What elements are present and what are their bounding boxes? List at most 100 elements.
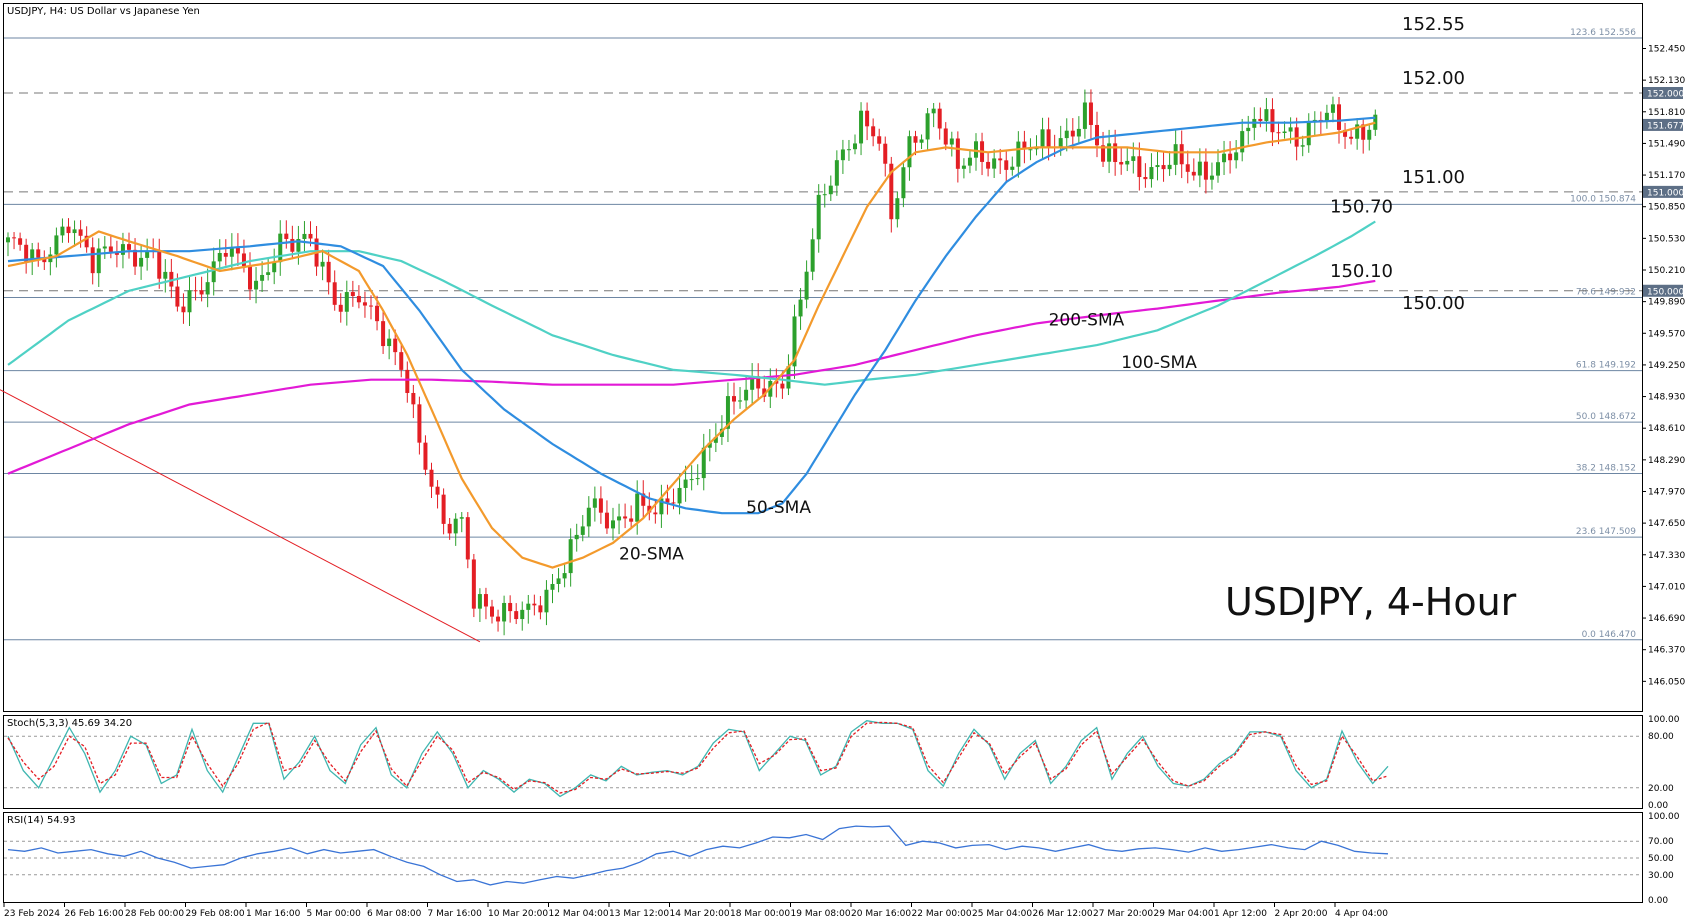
candle-bear: [1191, 171, 1196, 176]
candle-bear: [1337, 104, 1341, 130]
candle-bear: [1258, 118, 1263, 121]
price-tick-label: 147.330: [1648, 551, 1685, 561]
time-axis: 23 Feb 2024 26 Feb 16:00 28 Feb 00:00 29 Fe…: [3, 903, 1388, 919]
candle-bear: [326, 261, 331, 283]
price-tick-label: 149.890: [1648, 298, 1685, 308]
candle-bear: [641, 493, 646, 506]
candle-bear: [199, 290, 204, 295]
rsi-line: [7, 825, 1389, 886]
candle-bull: [254, 280, 259, 290]
candle-bull: [804, 271, 809, 300]
fib-level-label: 38.2 148.152: [1576, 463, 1636, 473]
candle-bull: [1306, 122, 1311, 146]
level-annotation: 150.10: [1330, 261, 1393, 282]
candle-bull: [707, 442, 712, 448]
candle-bear: [471, 559, 476, 609]
candle-bull: [296, 238, 301, 252]
candle-bear: [1343, 129, 1348, 137]
fib-level-label: 0.0 146.470: [1582, 630, 1637, 640]
time-tick-label: 23 Feb 2024: [4, 909, 60, 919]
time-tick-label: 4 Apr 04:00: [1335, 909, 1388, 919]
rsi-tick-label: 0.00: [1648, 896, 1668, 906]
candle-bear: [369, 305, 373, 307]
candle-bear: [483, 594, 488, 607]
candle-bull: [738, 400, 743, 402]
candle-bull: [635, 493, 640, 522]
candle-bull: [1076, 128, 1081, 137]
candle-bull: [1209, 175, 1214, 180]
candle-bear: [24, 244, 29, 262]
candle-bull: [526, 603, 531, 610]
candle-bull: [580, 526, 585, 535]
candle-bull: [211, 261, 216, 283]
candle-bull: [974, 141, 978, 158]
price-box: [1643, 118, 1683, 131]
candle-bear: [193, 290, 198, 292]
time-tick-label: 10 Mar 20:00: [488, 909, 548, 919]
candle-bull: [272, 262, 277, 273]
candle-bear: [36, 249, 41, 258]
time-tick-label: 7 Mar 16:00: [428, 909, 483, 919]
candle-bear: [1349, 136, 1354, 139]
candle-bull: [1373, 114, 1378, 130]
candle-bull: [810, 239, 815, 272]
candle-bull: [1125, 160, 1130, 165]
candle-bull: [925, 113, 930, 140]
candle-bear: [429, 469, 434, 487]
candle-bear: [532, 603, 537, 606]
candle-bear: [1361, 124, 1366, 140]
candle-bear: [435, 486, 440, 495]
level-annotation: 151.00: [1402, 167, 1465, 188]
price-box-label: 152.000: [1647, 89, 1684, 99]
candle-bull: [859, 110, 864, 144]
candle-bull: [895, 198, 900, 220]
candle-bear: [1203, 161, 1208, 180]
rsi-panel: 100.00 70.00 50.00 30.00 0.00: [4, 812, 1680, 906]
time-tick-label: 14 Mar 20:00: [670, 909, 730, 919]
fib-level-label: 100.0 150.874: [1570, 194, 1636, 204]
candle-bear: [1143, 177, 1148, 180]
candle-bear: [671, 502, 676, 504]
candle-bull: [60, 226, 65, 236]
candle-bull: [840, 149, 845, 161]
candle-bull: [562, 573, 567, 579]
candle-bull: [689, 479, 694, 481]
candle-bear: [1088, 102, 1093, 125]
fib-level-label: 61.8 149.192: [1576, 361, 1636, 371]
price-tick-label: 151.810: [1648, 108, 1685, 118]
time-tick-label: 6 Mar 08:00: [367, 909, 422, 919]
stoch-tick-label: 20.00: [1648, 784, 1674, 794]
price-tick-label: 149.570: [1648, 329, 1685, 339]
candle-bull: [556, 578, 561, 584]
candle-bear: [423, 442, 428, 470]
candle-bull: [1300, 145, 1305, 147]
price-tick-label: 151.490: [1648, 139, 1685, 149]
candle-bull: [139, 257, 144, 267]
candle-bull: [659, 498, 664, 515]
candle-bull: [54, 235, 59, 255]
stoch-tick-label: 0.00: [1648, 801, 1668, 811]
candle-bull: [1016, 141, 1021, 167]
fib-level-label: 23.6 147.509: [1576, 527, 1636, 537]
price-tick-label: 148.290: [1648, 456, 1685, 466]
candle-bear: [290, 238, 295, 252]
candle-bear: [223, 252, 228, 257]
candle-bear: [1046, 129, 1051, 147]
candle-bull: [611, 520, 615, 529]
price-box-label: 151.677: [1647, 121, 1684, 131]
time-tick-label: 13 Mar 12:00: [609, 909, 669, 919]
candle-bull: [967, 157, 972, 166]
candle-bull: [163, 271, 168, 279]
candle-bull: [544, 589, 549, 613]
candle-bear: [447, 523, 452, 534]
candle-bear: [1185, 164, 1190, 172]
candle-bear: [732, 396, 736, 402]
rsi-tick-label: 100.00: [1648, 812, 1680, 822]
price-box-label: 150.000: [1647, 287, 1684, 297]
candle-bear: [393, 338, 398, 353]
time-tick-label: 25 Mar 04:00: [972, 909, 1032, 919]
candle-bear: [465, 517, 470, 560]
candle-bear: [133, 249, 138, 267]
candle-bear: [399, 352, 404, 370]
